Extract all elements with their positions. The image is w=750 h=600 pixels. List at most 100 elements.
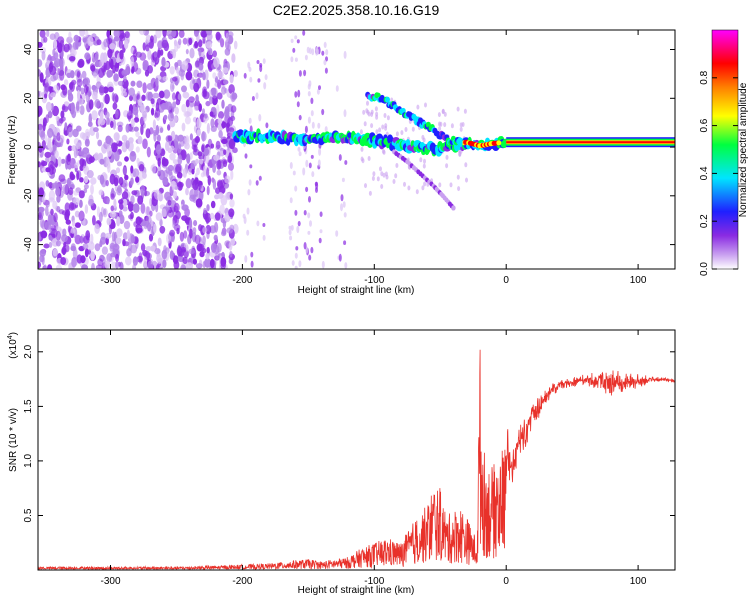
streak-speckle xyxy=(315,181,319,190)
noise-speckle xyxy=(157,258,163,264)
noise-speckle xyxy=(141,94,146,102)
noise-speckle xyxy=(226,122,230,128)
streak-speckle xyxy=(307,83,311,90)
noise-speckle xyxy=(92,91,97,100)
signal-speckle xyxy=(380,184,384,189)
noise-speckle xyxy=(217,117,223,125)
noise-speckle xyxy=(209,111,214,117)
x-tick-label: -100 xyxy=(364,275,384,286)
signal-speckle xyxy=(437,112,441,118)
noise-speckle xyxy=(144,69,150,77)
figure-title: C2E2.2025.358.10.16.G19 xyxy=(273,2,440,18)
noise-speckle xyxy=(109,211,117,218)
streak-speckle xyxy=(302,30,306,36)
noise-speckle xyxy=(121,78,129,89)
noise-speckle xyxy=(66,72,72,79)
noise-speckle xyxy=(224,48,231,56)
streak-speckle xyxy=(325,49,329,56)
streak-speckle xyxy=(294,91,298,98)
noise-speckle xyxy=(45,156,50,163)
streak-speckle xyxy=(250,251,254,258)
noise-speckle xyxy=(183,142,187,149)
signal-speckle xyxy=(380,171,384,177)
noise-speckle xyxy=(216,242,222,253)
signal-speckle xyxy=(419,157,423,163)
noise-speckle xyxy=(75,142,81,150)
noise-speckle xyxy=(93,127,99,133)
noise-speckle xyxy=(133,221,138,227)
signal-speckle xyxy=(370,123,374,129)
noise-speckle xyxy=(185,178,192,189)
noise-speckle xyxy=(170,180,177,188)
noise-speckle xyxy=(213,154,220,161)
y-tick-label: 1.5 xyxy=(23,399,34,413)
noise-speckle xyxy=(132,106,139,116)
noise-speckle xyxy=(169,250,174,260)
noise-speckle xyxy=(62,104,66,111)
noise-speckle xyxy=(45,167,51,173)
streak-speckle xyxy=(291,260,295,266)
streak-speckle xyxy=(306,46,310,54)
signal-speckle xyxy=(421,185,425,191)
noise-speckle xyxy=(50,208,54,216)
noise-speckle xyxy=(130,80,136,87)
signal-speckle xyxy=(366,100,369,106)
noise-speckle xyxy=(83,188,88,194)
noise-speckle xyxy=(167,209,174,218)
noise-speckle xyxy=(183,110,191,118)
noise-speckle xyxy=(148,233,154,242)
signal-speckle xyxy=(445,154,449,160)
noise-speckle xyxy=(216,169,222,176)
noise-speckle xyxy=(169,229,176,237)
noise-speckle xyxy=(150,35,154,43)
noise-speckle xyxy=(156,134,161,142)
colorbar-gradient xyxy=(711,29,739,270)
noise-speckle xyxy=(198,49,202,57)
noise-speckle xyxy=(228,36,233,45)
noise-speckle xyxy=(48,241,53,248)
signal-speckle xyxy=(464,162,468,168)
noise-speckle xyxy=(70,228,76,234)
noise-speckle xyxy=(227,31,234,38)
signal-speckle xyxy=(375,129,379,135)
noise-speckle xyxy=(135,146,140,153)
noise-speckle xyxy=(94,223,100,234)
noise-speckle xyxy=(99,158,105,165)
noise-speckle xyxy=(127,110,132,116)
noise-speckle xyxy=(118,199,124,205)
noise-speckle xyxy=(106,69,114,78)
noise-speckle xyxy=(151,163,156,175)
noise-speckle xyxy=(223,149,227,156)
noise-speckle xyxy=(229,193,234,200)
streak-speckle xyxy=(262,234,266,241)
streak-speckle xyxy=(298,114,302,121)
noise-speckle xyxy=(171,30,177,38)
signal-speckle xyxy=(375,114,379,120)
noise-speckle xyxy=(109,173,116,185)
noise-speckle xyxy=(132,168,140,178)
noise-speckle xyxy=(175,99,181,106)
noise-speckle xyxy=(101,246,108,255)
spectrogram-y-label: Frequency (Hz) xyxy=(7,116,18,185)
noise-speckle xyxy=(53,39,58,50)
noise-speckle xyxy=(106,117,110,125)
signal-speckle xyxy=(458,151,462,157)
noise-speckle xyxy=(92,72,98,79)
noise-speckle xyxy=(169,120,176,128)
colorbar-label: Normalized spectral amplitude xyxy=(738,82,749,217)
noise-speckle xyxy=(158,164,162,175)
noise-speckle xyxy=(81,152,88,158)
noise-speckle xyxy=(44,151,52,158)
noise-speckle xyxy=(51,182,59,189)
streak-speckle xyxy=(294,35,298,40)
noise-speckle xyxy=(38,187,44,198)
signal-speckle xyxy=(379,166,382,172)
noise-speckle xyxy=(82,235,90,244)
noise-speckle xyxy=(210,125,217,132)
noise-speckle xyxy=(103,208,107,216)
snr-marks xyxy=(38,349,675,570)
noise-speckle xyxy=(212,50,217,58)
noise-speckle xyxy=(213,57,220,69)
noise-speckle xyxy=(87,36,94,47)
